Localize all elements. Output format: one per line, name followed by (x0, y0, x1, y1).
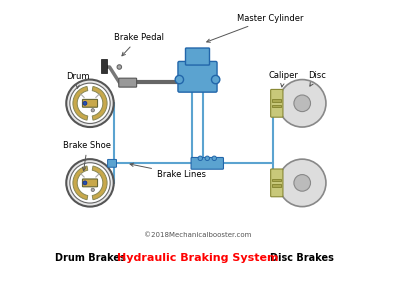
Bar (101, 60, 107, 73)
Circle shape (294, 175, 310, 191)
Circle shape (175, 75, 184, 84)
Text: ©2018Mechanicalbooster.com: ©2018Mechanicalbooster.com (144, 232, 251, 237)
Bar (272, 179, 281, 182)
Text: Disc: Disc (308, 71, 325, 86)
Bar (272, 184, 281, 187)
Circle shape (66, 159, 114, 207)
FancyBboxPatch shape (83, 179, 98, 187)
Circle shape (70, 83, 110, 124)
FancyBboxPatch shape (83, 99, 98, 107)
Circle shape (117, 65, 122, 69)
Circle shape (83, 101, 87, 105)
Wedge shape (92, 87, 107, 120)
Circle shape (198, 156, 203, 160)
Text: Drum: Drum (66, 72, 90, 88)
Circle shape (70, 163, 110, 203)
FancyBboxPatch shape (271, 89, 283, 117)
FancyBboxPatch shape (186, 48, 209, 65)
Bar (272, 105, 281, 107)
Wedge shape (73, 87, 88, 120)
Circle shape (91, 109, 94, 112)
FancyBboxPatch shape (271, 169, 283, 197)
Text: Brake Pedal: Brake Pedal (114, 33, 164, 56)
Text: Disc Brakes: Disc Brakes (270, 253, 334, 263)
FancyBboxPatch shape (178, 61, 217, 92)
Circle shape (211, 75, 220, 84)
Wedge shape (92, 166, 107, 200)
Circle shape (212, 156, 216, 160)
Circle shape (278, 80, 326, 127)
Wedge shape (73, 166, 88, 200)
Text: Brake Shoe: Brake Shoe (64, 141, 111, 171)
Text: Master Cylinder: Master Cylinder (207, 14, 303, 42)
Text: Brake Lines: Brake Lines (130, 163, 206, 179)
Circle shape (294, 95, 310, 112)
Text: Drum Brakes: Drum Brakes (55, 253, 125, 263)
Circle shape (66, 80, 114, 127)
Circle shape (205, 156, 209, 160)
FancyBboxPatch shape (191, 157, 224, 169)
Bar (272, 99, 281, 102)
Text: Hydraulic Braking System: Hydraulic Braking System (117, 253, 278, 263)
Circle shape (83, 181, 87, 185)
FancyBboxPatch shape (119, 78, 137, 87)
FancyBboxPatch shape (107, 159, 117, 167)
Text: Caliper: Caliper (269, 71, 299, 87)
Circle shape (91, 188, 94, 191)
Circle shape (278, 159, 326, 207)
